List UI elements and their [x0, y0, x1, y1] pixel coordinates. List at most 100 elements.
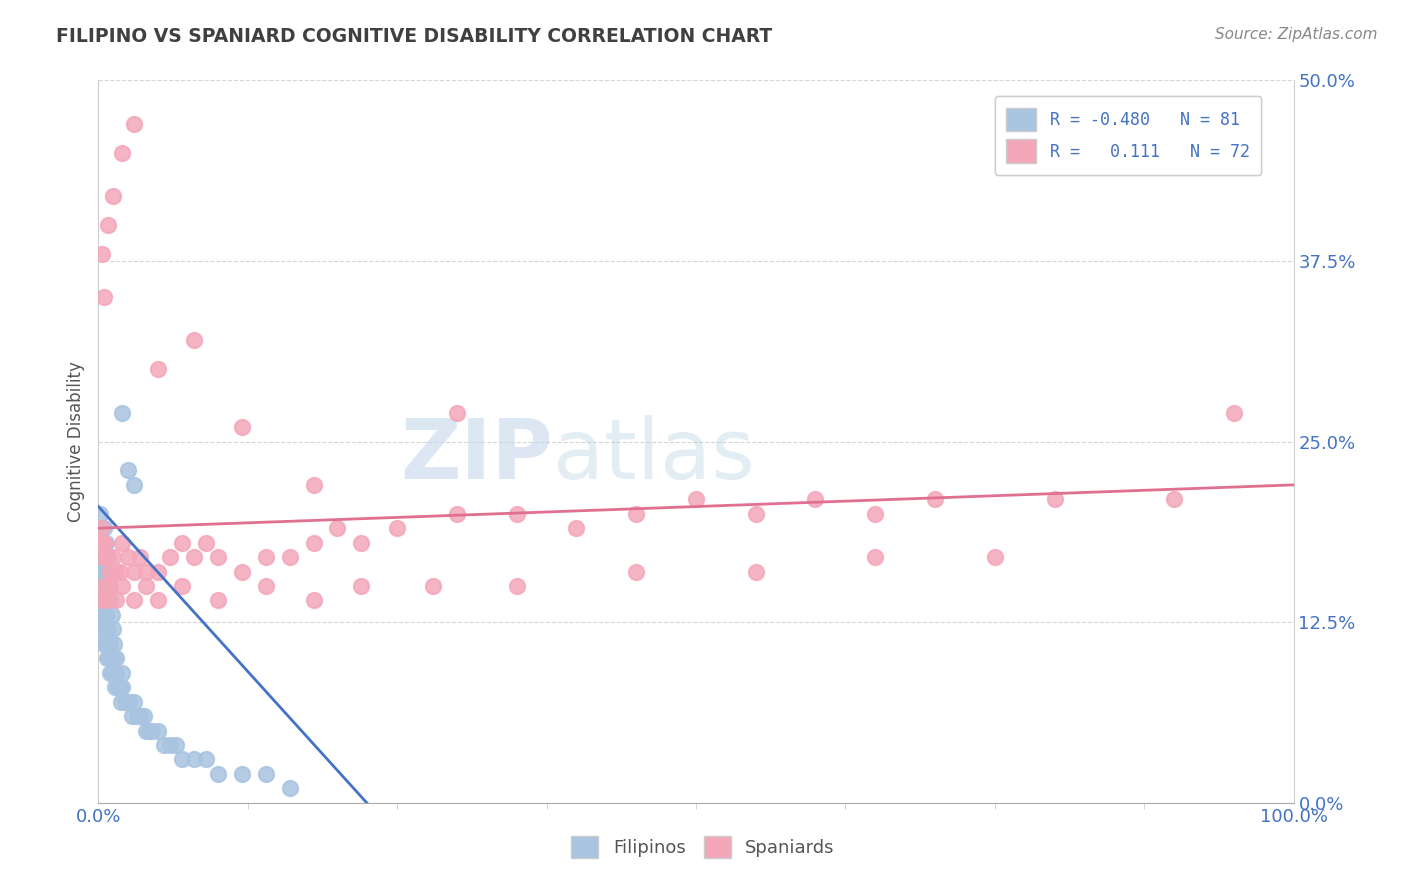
Point — [124, 695, 146, 709]
Point — [111, 535, 134, 549]
Point — [93, 290, 115, 304]
Point — [148, 362, 170, 376]
Point — [108, 680, 131, 694]
Point — [207, 593, 229, 607]
Point — [148, 593, 170, 607]
Point — [98, 637, 121, 651]
Legend: R = -0.480   N = 81, R =   0.111   N = 72: R = -0.480 N = 81, R = 0.111 N = 72 — [994, 95, 1261, 175]
Point — [165, 738, 187, 752]
Point — [97, 550, 120, 565]
Point — [1163, 492, 1185, 507]
Point — [172, 579, 194, 593]
Point — [94, 550, 117, 565]
Point — [350, 579, 373, 593]
Point — [89, 535, 111, 549]
Point — [94, 607, 117, 622]
Point — [94, 623, 117, 637]
Point — [745, 565, 768, 579]
Point — [111, 680, 134, 694]
Point — [93, 579, 115, 593]
Point — [745, 507, 768, 521]
Text: FILIPINO VS SPANIARD COGNITIVE DISABILITY CORRELATION CHART: FILIPINO VS SPANIARD COGNITIVE DISABILIT… — [56, 27, 772, 45]
Point — [91, 535, 114, 549]
Point — [302, 593, 325, 607]
Point — [865, 507, 887, 521]
Point — [183, 752, 205, 766]
Point — [1223, 406, 1246, 420]
Point — [111, 665, 134, 680]
Legend: Filipinos, Spaniards: Filipinos, Spaniards — [564, 829, 842, 865]
Point — [172, 535, 194, 549]
Point — [89, 565, 111, 579]
Point — [172, 752, 194, 766]
Point — [91, 550, 114, 565]
Point — [124, 478, 146, 492]
Point — [278, 781, 301, 796]
Point — [153, 738, 176, 752]
Text: atlas: atlas — [553, 416, 754, 497]
Point — [231, 767, 253, 781]
Point — [89, 507, 111, 521]
Point — [115, 695, 138, 709]
Point — [98, 651, 121, 665]
Point — [626, 507, 648, 521]
Point — [148, 565, 170, 579]
Point — [138, 723, 160, 738]
Point — [93, 607, 115, 622]
Point — [195, 752, 218, 766]
Point — [91, 579, 114, 593]
Point — [254, 579, 277, 593]
Point — [1043, 492, 1066, 507]
Text: Source: ZipAtlas.com: Source: ZipAtlas.com — [1215, 27, 1378, 42]
Point — [105, 651, 128, 665]
Point — [97, 565, 120, 579]
Point — [104, 680, 127, 694]
Point — [108, 565, 131, 579]
Point — [96, 623, 118, 637]
Point — [101, 651, 124, 665]
Point — [101, 665, 124, 680]
Point — [124, 117, 146, 131]
Point — [254, 767, 277, 781]
Point — [93, 521, 115, 535]
Point — [91, 593, 114, 607]
Point — [984, 550, 1007, 565]
Point — [159, 738, 181, 752]
Point — [107, 680, 129, 694]
Point — [117, 463, 139, 477]
Point — [105, 593, 128, 607]
Point — [183, 334, 205, 348]
Point — [207, 550, 229, 565]
Point — [98, 579, 121, 593]
Point — [110, 695, 132, 709]
Point — [159, 550, 181, 565]
Point — [302, 478, 325, 492]
Point — [91, 623, 114, 637]
Point — [141, 723, 163, 738]
Point — [135, 723, 157, 738]
Point — [302, 535, 325, 549]
Point — [685, 492, 707, 507]
Point — [97, 623, 120, 637]
Point — [422, 579, 444, 593]
Point — [93, 637, 115, 651]
Point — [90, 550, 112, 565]
Point — [207, 767, 229, 781]
Point — [132, 709, 155, 723]
Point — [924, 492, 946, 507]
Point — [231, 565, 253, 579]
Point — [105, 665, 128, 680]
Point — [91, 607, 114, 622]
Point — [135, 579, 157, 593]
Point — [124, 593, 146, 607]
Point — [100, 607, 122, 622]
Point — [98, 637, 122, 651]
Point — [105, 565, 128, 579]
Point — [129, 709, 152, 723]
Point — [626, 565, 648, 579]
Point — [98, 579, 122, 593]
Point — [124, 565, 146, 579]
Point — [98, 565, 122, 579]
Point — [100, 651, 122, 665]
Point — [96, 637, 118, 651]
